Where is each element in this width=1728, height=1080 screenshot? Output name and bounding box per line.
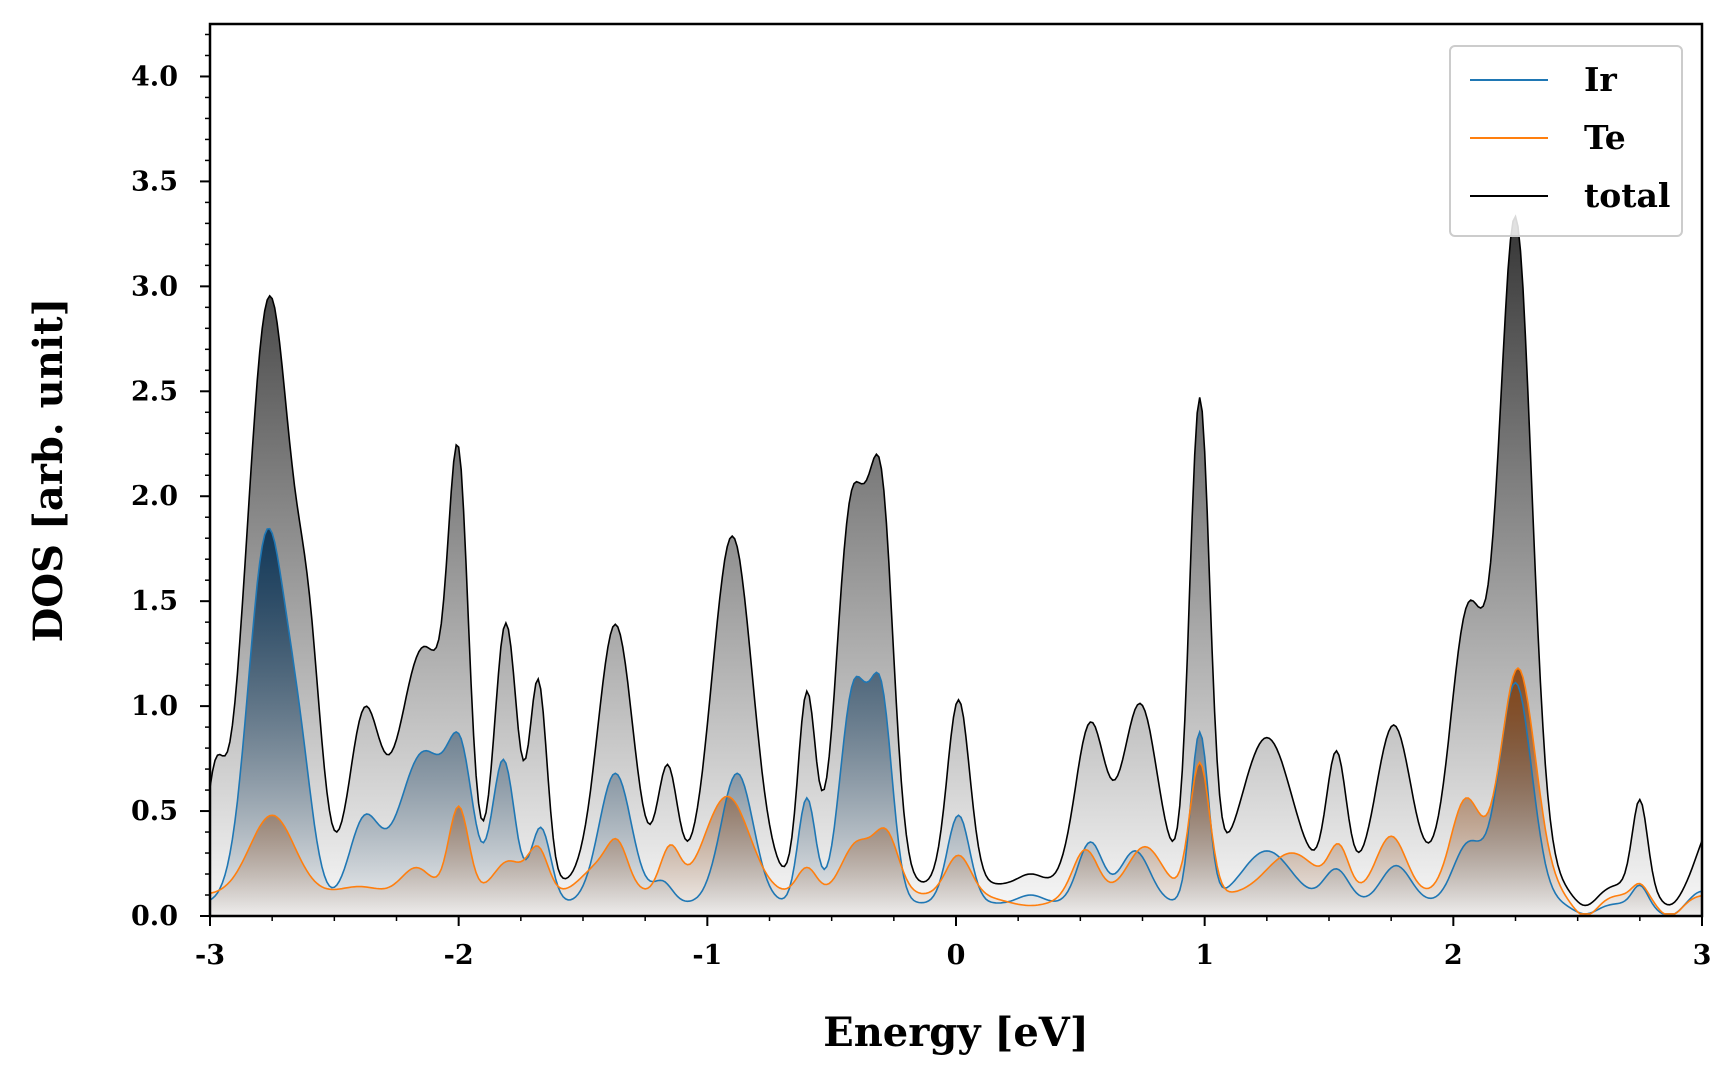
x-tick-label: 0 [947,940,966,971]
legend: Ir Te total [1449,45,1683,237]
line-Ir [209,527,1703,915]
x-tick-label: -3 [195,940,225,971]
y-tick-label: 0.5 [131,796,178,827]
y-tick-label: 0.0 [131,901,178,932]
x-tick-label: -1 [692,940,722,971]
line-total [209,214,1703,907]
x-tick-label: -2 [444,940,474,971]
x-axis-title: Energy [eV] [823,1009,1089,1056]
area-Ir [210,528,1702,916]
y-tick-label: 3.5 [131,166,178,197]
legend-box [1449,45,1683,237]
x-tick-label: 1 [1195,940,1214,971]
y-tick-label: 3.0 [131,271,178,302]
y-tick-label: 1.5 [131,586,178,617]
y-tick-label: 1.0 [131,691,178,722]
y-tick-label: 4.0 [131,61,178,92]
y-tick-label: 2.0 [131,481,178,512]
x-axis-ticks: -3 -2 -1 0 1 2 3 [195,916,1711,971]
legend-label-total: total [1584,176,1670,215]
filled-areas [210,216,1702,916]
legend-label-Ir: Ir [1584,60,1617,99]
line-Te [209,667,1703,915]
y-axis-ticks: 0.0 0.5 1.0 1.5 2.0 2.5 3.0 3.5 4.0 [131,33,210,932]
legend-label-Te: Te [1584,118,1626,157]
series-lines [209,214,1703,915]
x-tick-label: 3 [1693,940,1712,971]
y-tick-label: 2.5 [131,376,178,407]
area-Te [210,668,1702,916]
x-tick-label: 2 [1444,940,1463,971]
y-axis-title: DOS [arb. unit] [25,298,72,643]
